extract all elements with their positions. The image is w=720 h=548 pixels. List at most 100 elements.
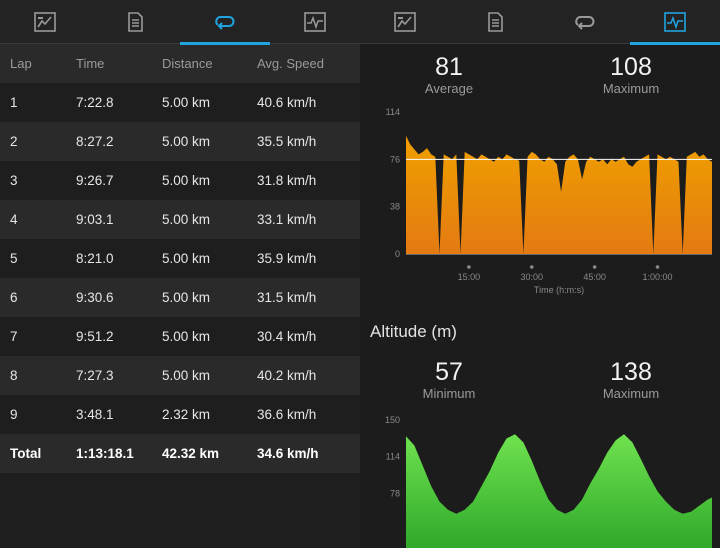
cadence-x-tick-mark	[592, 265, 597, 269]
total-distance: 42.32 km	[162, 446, 220, 461]
lap-avg-speed: 40.6 km/h	[257, 95, 317, 110]
lap-avg-speed: 35.5 km/h	[257, 134, 317, 149]
cadence-x-tick-mark	[655, 265, 660, 269]
tab-overview[interactable]	[0, 0, 90, 44]
cadence-x-tick-mark	[467, 265, 471, 269]
cadence-maximum-stat: 108 Maximum	[556, 53, 706, 97]
table-row[interactable]: 9 3:48.1 2.32 km 36.6 km/h	[0, 395, 360, 434]
tab-bar-left	[0, 0, 360, 45]
lap-distance: 5.00 km	[162, 251, 211, 266]
lap-avg-speed: 36.6 km/h	[257, 407, 317, 422]
lap-time: 8:27.2	[76, 134, 114, 149]
tab-overview[interactable]	[360, 0, 450, 44]
total-row: Total 1:13:18.1 42.32 km 34.6 km/h	[0, 434, 360, 473]
lap-number: 8	[10, 368, 18, 383]
tab-laps[interactable]	[180, 0, 270, 45]
cadence-x-tick-mark	[529, 265, 534, 269]
laps-icon	[215, 16, 235, 30]
lap-number: 5	[10, 251, 18, 266]
cadence-average-label: Average	[424, 81, 474, 96]
tab-charts[interactable]	[630, 0, 720, 45]
details-icon	[488, 12, 503, 32]
charts-icon	[664, 12, 686, 32]
cadence-average-value: 81	[435, 53, 463, 81]
cadence-maximum-value: 108	[610, 53, 652, 81]
lap-distance: 2.32 km	[162, 407, 211, 422]
lap-time: 9:03.1	[76, 212, 114, 227]
lap-number: 7	[10, 329, 18, 344]
cadence-area	[406, 135, 712, 254]
table-row[interactable]: 7 9:51.2 5.00 km 30.4 km/h	[0, 317, 360, 356]
altitude-chart: 78 114 150	[385, 415, 712, 548]
tab-laps[interactable]	[540, 0, 630, 44]
column-header-distance: Distance	[162, 56, 213, 71]
lap-time: 7:27.3	[76, 368, 114, 383]
lap-distance: 5.00 km	[162, 368, 211, 383]
laps-pane: Lap Time Distance Avg. Speed 1 7:22.8 5.00…	[0, 0, 360, 473]
tab-bar-right	[360, 0, 720, 45]
lap-time: 3:48.1	[76, 407, 114, 422]
altitude-title: Altitude (m)	[370, 322, 457, 341]
lap-distance: 5.00 km	[162, 173, 211, 188]
tab-details[interactable]	[450, 0, 540, 44]
lap-number: 2	[10, 134, 18, 149]
altitude-maximum-value: 138	[610, 358, 652, 386]
cadence-y-tick-label: 38	[390, 202, 400, 212]
column-header-avg-speed: Avg. Speed	[257, 56, 324, 71]
altitude-area	[406, 434, 712, 548]
lap-time: 8:21.0	[76, 251, 114, 266]
table-row[interactable]: 4 9:03.1 5.00 km 33.1 km/h	[0, 200, 360, 239]
altitude-maximum-label: Maximum	[602, 386, 660, 401]
cadence-x-axis-label: Time (h:m:s)	[534, 285, 584, 295]
lap-number: 6	[10, 290, 18, 305]
lap-avg-speed: 33.1 km/h	[257, 212, 317, 227]
laps-icon	[575, 16, 595, 30]
lap-avg-speed: 31.5 km/h	[257, 290, 317, 305]
cadence-y-tick-label: 0	[395, 249, 400, 259]
lap-distance: 5.00 km	[162, 329, 211, 344]
total-label: Total	[10, 446, 42, 461]
table-row[interactable]: 1 7:22.8 5.00 km 40.6 km/h	[0, 83, 360, 122]
altitude-y-tick-label: 114	[386, 452, 400, 462]
altitude-minimum-value: 57	[435, 358, 463, 386]
altitude-maximum-stat: 138 Maximum	[556, 358, 706, 402]
lap-time: 7:22.8	[76, 95, 114, 110]
cadence-x-tick-label: 45:00	[583, 272, 606, 282]
lap-time: 9:26.7	[76, 173, 114, 188]
cadence-x-tick-label: 30:00	[520, 272, 543, 282]
table-header-row: Lap Time Distance Avg. Speed	[0, 44, 360, 83]
charts-icon	[304, 12, 326, 32]
cadence-average-stat: 81 Average	[374, 53, 524, 97]
tab-details[interactable]	[90, 0, 180, 44]
table-row[interactable]: 8 7:27.3 5.00 km 40.2 km/h	[0, 356, 360, 395]
table-row[interactable]: 3 9:26.7 5.00 km 31.8 km/h	[0, 161, 360, 200]
overview-icon	[394, 12, 416, 32]
laps-table: Lap Time Distance Avg. Speed 1 7:22.8 5.00…	[0, 44, 360, 473]
total-avg-speed: 34.6 km/h	[257, 446, 319, 461]
lap-number: 4	[10, 212, 18, 227]
lap-avg-speed: 40.2 km/h	[257, 368, 317, 383]
table-row[interactable]: 6 9:30.6 5.00 km 31.5 km/h	[0, 278, 360, 317]
lap-distance: 5.00 km	[162, 134, 211, 149]
lap-distance: 5.00 km	[162, 290, 211, 305]
overview-icon	[34, 12, 56, 32]
table-row[interactable]: 5 8:21.0 5.00 km 35.9 km/h	[0, 239, 360, 278]
tab-charts[interactable]	[270, 0, 360, 44]
lap-distance: 5.00 km	[162, 212, 211, 227]
cadence-x-tick-label: 1:00:00	[642, 272, 672, 282]
altitude-y-tick-label: 78	[390, 488, 400, 498]
lap-time: 9:51.2	[76, 329, 114, 344]
table-row[interactable]: 2 8:27.2 5.00 km 35.5 km/h	[0, 122, 360, 161]
details-icon	[128, 12, 143, 32]
total-time: 1:13:18.1	[76, 446, 134, 461]
lap-number: 3	[10, 173, 18, 188]
column-header-time: Time	[76, 56, 105, 71]
column-header-lap: Lap	[10, 56, 32, 71]
lap-avg-speed: 35.9 km/h	[257, 251, 317, 266]
cadence-chart: 0 38 76 114 15:00 30:00 45:00 1:00:00 Time (h:…	[386, 107, 712, 295]
lap-number: 1	[10, 95, 18, 110]
cadence-y-tick-label: 114	[386, 107, 400, 117]
cadence-maximum-label: Maximum	[602, 81, 660, 96]
lap-number: 9	[10, 407, 18, 422]
altitude-minimum-label: Minimum	[422, 386, 476, 401]
